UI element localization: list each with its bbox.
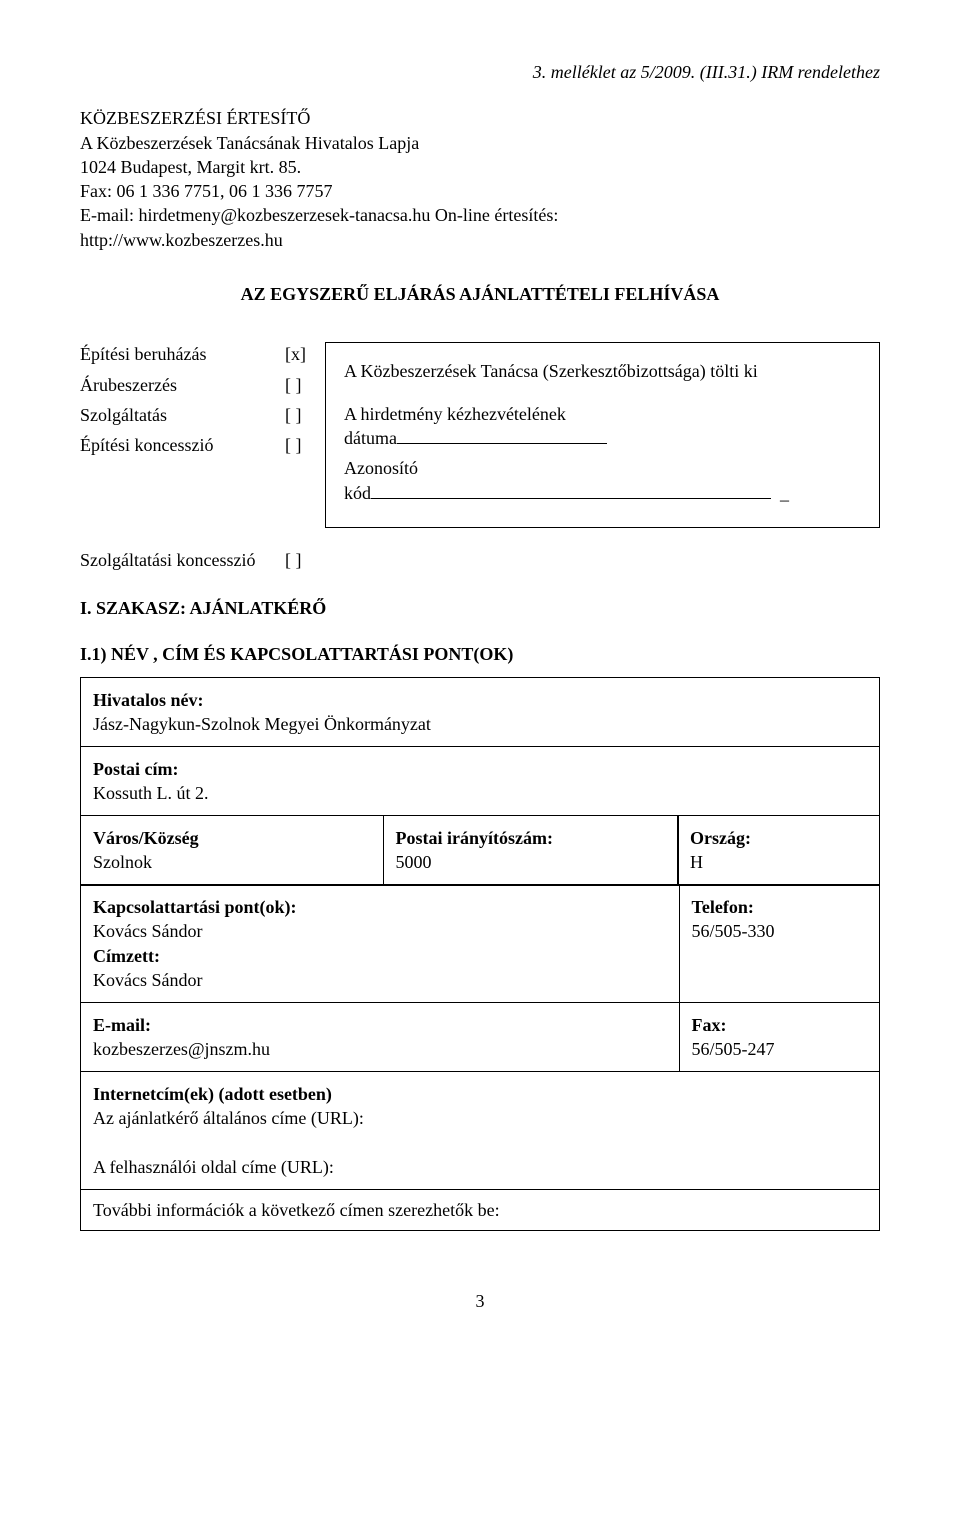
fax-label: Fax: bbox=[692, 1013, 868, 1037]
city-cell: Város/Község Szolnok bbox=[80, 815, 384, 886]
issuer-block: KÖZBESZERZÉSI ÉRTESÍTŐ A Közbeszerzések … bbox=[80, 106, 880, 252]
contact-points-label: Kapcsolattartási pont(ok): bbox=[93, 895, 667, 919]
country-label: Ország: bbox=[690, 826, 867, 850]
type-mark: [ ] bbox=[285, 433, 315, 457]
phone-value: 56/505-330 bbox=[692, 919, 868, 943]
date-underline bbox=[397, 443, 607, 444]
type-row: Árubeszerzés [ ] bbox=[80, 373, 315, 397]
url2-label: A felhasználói oldal címe (URL): bbox=[93, 1155, 867, 1179]
email-fax-row: E-mail: kozbeszerzes@jnszm.hu Fax: 56/50… bbox=[80, 1002, 880, 1071]
official-name-label: Hivatalos név: bbox=[93, 688, 867, 712]
addressee-value: Kovács Sándor bbox=[93, 968, 667, 992]
more-info-box: További információk a következő címen sz… bbox=[80, 1189, 880, 1231]
receipt-date-line: dátuma bbox=[344, 426, 861, 450]
id-label: Azonosító bbox=[344, 456, 861, 480]
id-line: kód _ bbox=[344, 481, 861, 505]
issuer-line: KÖZBESZERZÉSI ÉRTESÍTŐ bbox=[80, 106, 880, 130]
postal-address-label: Postai cím: bbox=[93, 757, 867, 781]
id-word: kód bbox=[344, 483, 371, 503]
url1-label: Az ajánlatkérő általános címe (URL): bbox=[93, 1106, 867, 1130]
zip-label: Postai irányítószám: bbox=[396, 826, 666, 850]
fax-value: 56/505-247 bbox=[692, 1037, 868, 1061]
trailing-dash: _ bbox=[780, 483, 789, 503]
issuer-line: http://www.kozbeszerzes.hu bbox=[80, 228, 880, 252]
city-label: Város/Község bbox=[93, 826, 371, 850]
issuer-line: Fax: 06 1 336 7751, 06 1 336 7757 bbox=[80, 179, 880, 203]
type-row: Építési koncesszió [ ] bbox=[80, 433, 315, 457]
document-title: AZ EGYSZERŰ ELJÁRÁS AJÁNLATTÉTELI FELHÍV… bbox=[80, 282, 880, 306]
type-mark: [x] bbox=[285, 342, 315, 366]
postal-address-value: Kossuth L. út 2. bbox=[93, 781, 867, 805]
email-label: E-mail: bbox=[93, 1013, 667, 1037]
issuer-line: A Közbeszerzések Tanácsának Hivatalos La… bbox=[80, 131, 880, 155]
email-cell: E-mail: kozbeszerzes@jnszm.hu bbox=[80, 1002, 680, 1073]
contact-phone-row: Kapcsolattartási pont(ok): Kovács Sándor… bbox=[80, 884, 880, 1002]
contact-points-value: Kovács Sándor bbox=[93, 919, 667, 943]
editor-box-title: A Közbeszerzések Tanácsa (Szerkesztőbizo… bbox=[344, 359, 861, 383]
type-label: Árubeszerzés bbox=[80, 373, 177, 397]
zip-value: 5000 bbox=[396, 850, 666, 874]
city-zip-country-row: Város/Község Szolnok Postai irányítószám… bbox=[80, 815, 880, 884]
more-info-text: További információk a következő címen sz… bbox=[93, 1200, 500, 1220]
receipt-date-label: A hirdetmény kézhezvételének bbox=[344, 402, 861, 426]
type-label: Építési koncesszió bbox=[80, 433, 213, 457]
id-underline bbox=[371, 498, 771, 499]
type-label: Szolgáltatás bbox=[80, 403, 167, 427]
fax-cell: Fax: 56/505-247 bbox=[679, 1002, 881, 1073]
internet-box: Internetcím(ek) (adott esetben) Az ajánl… bbox=[80, 1071, 880, 1190]
phone-label: Telefon: bbox=[692, 895, 868, 919]
zip-cell: Postai irányítószám: 5000 bbox=[383, 815, 679, 886]
service-mark: [ ] bbox=[285, 548, 315, 572]
city-value: Szolnok bbox=[93, 850, 371, 874]
country-cell: Ország: H bbox=[677, 815, 880, 886]
service-concession-row: Szolgáltatási koncesszió [ ] bbox=[80, 548, 880, 572]
type-row: Szolgáltatás [ ] bbox=[80, 403, 315, 427]
type-mark: [ ] bbox=[285, 373, 315, 397]
postal-address-box: Postai cím: Kossuth L. út 2. bbox=[80, 746, 880, 817]
decree-reference: 3. melléklet az 5/2009. (III.31.) IRM re… bbox=[80, 60, 880, 84]
type-label: Építési beruházás bbox=[80, 342, 206, 366]
page-number: 3 bbox=[80, 1289, 880, 1313]
procurement-type-block: Építési beruházás [x] Árubeszerzés [ ] S… bbox=[80, 342, 315, 463]
editor-fill-box: A Közbeszerzések Tanácsa (Szerkesztőbizo… bbox=[325, 342, 880, 527]
country-value: H bbox=[690, 850, 867, 874]
date-word: dátuma bbox=[344, 428, 397, 448]
service-label: Szolgáltatási koncesszió bbox=[80, 548, 285, 572]
issuer-line: 1024 Budapest, Margit krt. 85. bbox=[80, 155, 880, 179]
contact-cell: Kapcsolattartási pont(ok): Kovács Sándor… bbox=[80, 884, 680, 1003]
subsection-i1-heading: I.1) NÉV , CÍM ÉS KAPCSOLATTARTÁSI PONT(… bbox=[80, 642, 880, 666]
type-row: Építési beruházás [x] bbox=[80, 342, 315, 366]
addressee-label: Címzett: bbox=[93, 944, 667, 968]
official-name-box: Hivatalos név: Jász-Nagykun-Szolnok Megy… bbox=[80, 677, 880, 748]
email-value: kozbeszerzes@jnszm.hu bbox=[93, 1037, 667, 1061]
internet-label: Internetcím(ek) (adott esetben) bbox=[93, 1082, 867, 1106]
issuer-line: E-mail: hirdetmeny@kozbeszerzesek-tanacs… bbox=[80, 203, 880, 227]
section-i-heading: I. SZAKASZ: AJÁNLATKÉRŐ bbox=[80, 596, 880, 620]
type-and-editor-row: Építési beruházás [x] Árubeszerzés [ ] S… bbox=[80, 342, 880, 527]
phone-cell: Telefon: 56/505-330 bbox=[679, 884, 881, 1003]
official-name-value: Jász-Nagykun-Szolnok Megyei Önkormányzat bbox=[93, 712, 867, 736]
type-mark: [ ] bbox=[285, 403, 315, 427]
